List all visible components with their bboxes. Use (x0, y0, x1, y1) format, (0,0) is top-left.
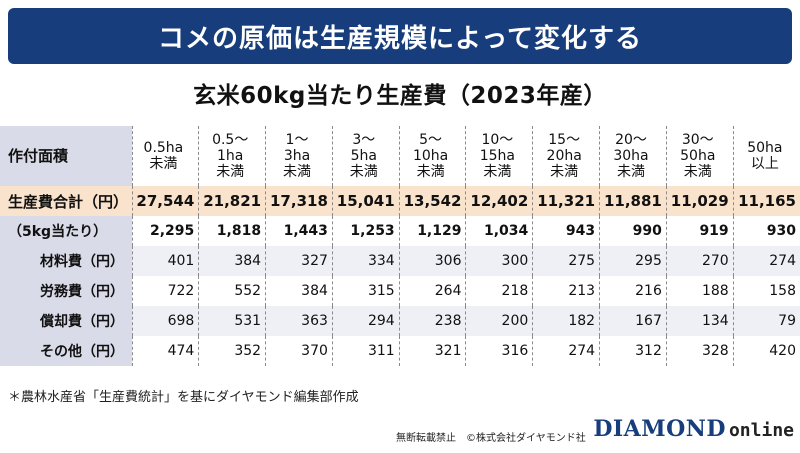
table-cell: 328 (665, 336, 734, 366)
table-cell: 294 (331, 306, 400, 336)
corner-label: 作付面積 (0, 126, 132, 186)
table-cell: 943 (532, 216, 600, 246)
table-cell: 200 (465, 306, 533, 336)
column-header: 20〜 30ha 未満 (599, 126, 667, 186)
table-cell: 275 (532, 246, 600, 276)
table-cell: 12,402 (465, 186, 533, 216)
table-cell: 363 (265, 306, 333, 336)
column-header: 5〜 10ha 未満 (398, 126, 466, 186)
column-header: 0.5ha 未満 (131, 126, 199, 186)
column-header: 0.5〜 1ha 未満 (198, 126, 266, 186)
row-label: 償却費（円） (0, 306, 132, 336)
table-row-other: その他（円） 474 352 370 311 321 316 274 312 3… (0, 336, 800, 366)
table-cell: 311 (331, 336, 400, 366)
table-cell: 312 (599, 336, 667, 366)
table-cell: 79 (732, 306, 800, 336)
table-cell: 990 (599, 216, 667, 246)
logo-diamond-text: DIAMOND (593, 416, 726, 442)
table-row-per-5kg: （5kg当たり） 2,295 1,818 1,443 1,253 1,129 1… (0, 216, 800, 246)
row-label: 生産費合計（円） (0, 186, 132, 216)
table-cell: 21,821 (198, 186, 266, 216)
column-header: 50ha 以上 (732, 126, 800, 186)
table-cell: 352 (198, 336, 266, 366)
row-label: その他（円） (0, 336, 132, 366)
table-cell: 218 (465, 276, 533, 306)
table-cell: 158 (732, 276, 800, 306)
table-cell: 11,029 (665, 186, 734, 216)
column-header: 15〜 20ha 未満 (532, 126, 600, 186)
table-cell: 238 (398, 306, 466, 336)
table-cell: 11,881 (599, 186, 667, 216)
table-cell: 384 (265, 276, 333, 306)
table-cell: 300 (465, 246, 533, 276)
table-cell: 316 (465, 336, 533, 366)
table-row-depreciation: 償却費（円） 698 531 363 294 238 200 182 167 1… (0, 306, 800, 336)
table-cell: 306 (398, 246, 466, 276)
table-cell: 327 (265, 246, 333, 276)
logo-online-text: online (728, 420, 794, 441)
table-cell: 420 (732, 336, 800, 366)
table-cell: 370 (265, 336, 333, 366)
table-cell: 182 (532, 306, 600, 336)
diamond-online-logo: DIAMOND online (593, 416, 794, 442)
table-cell: 274 (532, 336, 600, 366)
table-cell: 1,129 (398, 216, 466, 246)
table-cell: 274 (732, 246, 800, 276)
table-cell: 167 (599, 306, 667, 336)
table-cell: 930 (732, 216, 800, 246)
table-cell: 1,253 (331, 216, 400, 246)
source-note: ＊農林水産省「生産費統計」を基にダイヤモンド編集部作成 (8, 390, 359, 405)
table-cell: 17,318 (265, 186, 333, 216)
banner-title: コメの原価は生産規模によって変化する (8, 8, 792, 64)
column-header: 1〜 3ha 未満 (265, 126, 333, 186)
column-header: 30〜 50ha 未満 (665, 126, 734, 186)
table-cell: 216 (599, 276, 667, 306)
table-row-total: 生産費合計（円） 27,544 21,821 17,318 15,041 13,… (0, 186, 800, 216)
table-cell: 264 (398, 276, 466, 306)
copyright-notice: 無断転載禁止 ©株式会社ダイヤモンド社 (396, 433, 586, 444)
table-subtitle: 玄米60kg当たり生産費（2023年産） (193, 83, 607, 109)
table-row-labor: 労務費（円） 722 552 384 315 264 218 213 216 1… (0, 276, 800, 306)
table-cell: 474 (131, 336, 199, 366)
table-cell: 919 (665, 216, 734, 246)
row-label: （5kg当たり） (0, 216, 132, 246)
column-header: 3〜 5ha 未満 (331, 126, 400, 186)
table-cell: 134 (665, 306, 734, 336)
column-header: 10〜 15ha 未満 (465, 126, 533, 186)
table-cell: 698 (131, 306, 199, 336)
table-cell: 270 (665, 246, 734, 276)
table-cell: 13,542 (398, 186, 466, 216)
table-cell: 321 (398, 336, 466, 366)
table-cell: 401 (131, 246, 199, 276)
table-cell: 295 (599, 246, 667, 276)
table-cell: 1,443 (265, 216, 333, 246)
row-label: 労務費（円） (0, 276, 132, 306)
table-cell: 2,295 (131, 216, 199, 246)
table-cell: 188 (665, 276, 734, 306)
table-cell: 384 (198, 246, 266, 276)
table-cell: 1,818 (198, 216, 266, 246)
table-cell: 213 (532, 276, 600, 306)
table-cell: 552 (198, 276, 266, 306)
table-cell: 27,544 (131, 186, 199, 216)
table-cell: 722 (131, 276, 199, 306)
header-row: 作付面積 0.5ha 未満 0.5〜 1ha 未満 1〜 3ha 未満 3〜 5ha 未満 5… (0, 126, 800, 186)
table-cell: 11,165 (732, 186, 800, 216)
table-cell: 334 (331, 246, 400, 276)
table-cell: 11,321 (532, 186, 600, 216)
table-cell: 15,041 (331, 186, 400, 216)
row-label: 材料費（円） (0, 246, 132, 276)
table-cell: 315 (331, 276, 400, 306)
table-row-materials: 材料費（円） 401 384 327 334 306 300 275 295 2… (0, 246, 800, 276)
table-cell: 531 (198, 306, 266, 336)
cost-table: 作付面積 0.5ha 未満 0.5〜 1ha 未満 1〜 3ha 未満 3〜 5ha 未満 5… (0, 126, 800, 366)
table-cell: 1,034 (465, 216, 533, 246)
